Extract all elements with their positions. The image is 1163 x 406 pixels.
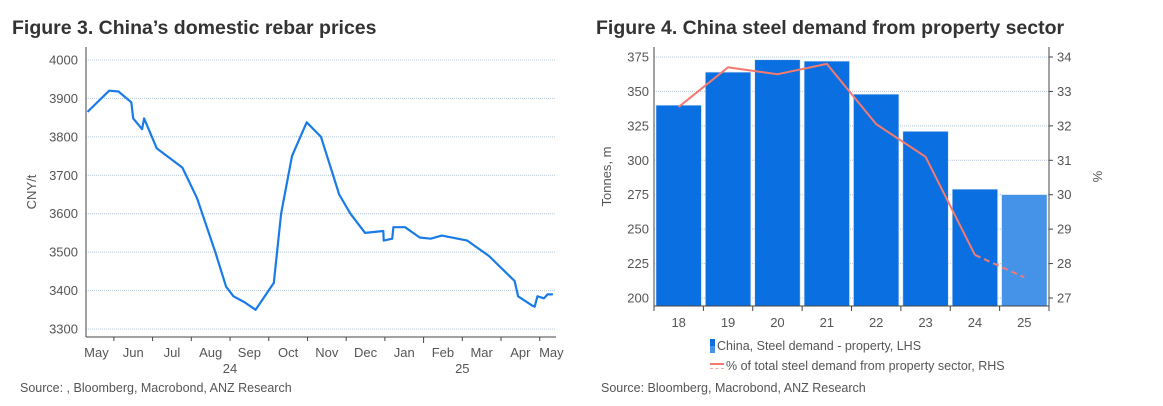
legend-label-bars: China, Steel demand - property, LHS <box>717 339 922 353</box>
x-tick-label: Dec <box>354 345 378 360</box>
y-tick-label: 3400 <box>49 283 78 298</box>
y-tick-label-left: 275 <box>627 187 649 202</box>
legend-bar-swatch-icon <box>710 339 715 353</box>
x-tick-label: Nov <box>315 345 339 360</box>
figure-4-title: Figure 4. China steel demand from proper… <box>596 17 1065 39</box>
x-tick-label: Mar <box>470 345 493 360</box>
year-label: 25 <box>455 361 469 376</box>
y-tick-label-left: 200 <box>627 291 649 306</box>
figure-3-source: Source: , Bloomberg, Macrobond, ANZ Rese… <box>20 381 292 395</box>
y-axis-title: CNY/t <box>24 174 39 209</box>
legend-line-swatch-icon <box>710 363 724 369</box>
y-tick-label-left: 300 <box>627 153 649 168</box>
y-tick-label-right: 32 <box>1057 118 1071 133</box>
x-tick-label: 18 <box>671 315 685 330</box>
x-tick-label: 23 <box>918 315 932 330</box>
y-tick-label: 4000 <box>49 53 78 68</box>
x-tick-label: Jan <box>394 345 415 360</box>
x-tick-label: Aug <box>199 345 222 360</box>
y-tick-label: 3600 <box>49 206 78 221</box>
legend-label-line: % of total steel demand from property se… <box>726 359 1005 373</box>
legend-item-bars: China, Steel demand - property, LHS <box>710 339 921 353</box>
y-tick-label-left: 325 <box>627 118 649 133</box>
steel-demand-chart: 200 225 250 275 300 325 350 375 27 28 29 30 31 32 33 34… <box>599 47 1105 330</box>
pct-line-forecast <box>974 254 1025 279</box>
y-tick-label: 3700 <box>49 168 78 183</box>
x-tick-label: Apr <box>510 345 531 360</box>
x-tick-label: 19 <box>721 315 735 330</box>
year-label: 24 <box>223 361 237 376</box>
figure-4-source: Source: Bloomberg, Macrobond, ANZ Resear… <box>601 381 866 395</box>
x-tick-label: May <box>84 345 109 360</box>
x-tick-label: Jun <box>123 345 144 360</box>
x-tick-label: 20 <box>770 315 784 330</box>
legend-item-line: % of total steel demand from property se… <box>710 359 1005 373</box>
rebar-price-line <box>86 89 553 311</box>
figure-3-title: Figure 3. China’s domestic rebar prices <box>12 17 377 39</box>
y-axis-title-left: Tonnes, m <box>599 147 614 207</box>
bar <box>951 188 998 307</box>
x-tick-label: 25 <box>1017 315 1031 330</box>
bar <box>754 59 801 307</box>
bar <box>902 131 949 307</box>
x-tick-label: 22 <box>869 315 883 330</box>
bar <box>1001 194 1048 307</box>
y-tick-label-right: 28 <box>1057 256 1071 271</box>
y-tick-label-right: 27 <box>1057 291 1071 306</box>
y-tick-label-left: 375 <box>627 50 649 65</box>
y-tick-label-right: 30 <box>1057 187 1071 202</box>
bar <box>705 71 752 307</box>
y-tick-label-left: 250 <box>627 222 649 237</box>
y-tick-label-right: 29 <box>1057 222 1071 237</box>
x-tick-label: 21 <box>820 315 834 330</box>
y-tick-label: 3800 <box>49 129 78 144</box>
y-tick-label: 3300 <box>49 322 78 337</box>
rebar-price-chart: 3300 3400 3500 3600 3700 3800 3900 4000 May Jun Ju… <box>24 47 564 376</box>
y-tick-label-right: 34 <box>1057 50 1071 65</box>
x-tick-label: 24 <box>968 315 982 330</box>
pct-line <box>678 62 976 256</box>
y-axis-title-right: % <box>1090 171 1105 183</box>
x-tick-label: Oct <box>278 345 299 360</box>
y-tick-label-right: 31 <box>1057 153 1071 168</box>
y-tick-label-right: 33 <box>1057 84 1071 99</box>
bar <box>853 93 900 307</box>
x-tick-label: May <box>539 345 564 360</box>
x-tick-label: Sep <box>238 345 261 360</box>
y-tick-label-left: 225 <box>627 256 649 271</box>
y-tick-label: 3900 <box>49 91 78 106</box>
bar <box>803 60 850 307</box>
x-tick-label: Feb <box>432 345 454 360</box>
y-tick-label-left: 350 <box>627 84 649 99</box>
x-tick-label: Jul <box>164 345 181 360</box>
bar <box>655 104 702 307</box>
y-tick-label: 3500 <box>49 245 78 260</box>
